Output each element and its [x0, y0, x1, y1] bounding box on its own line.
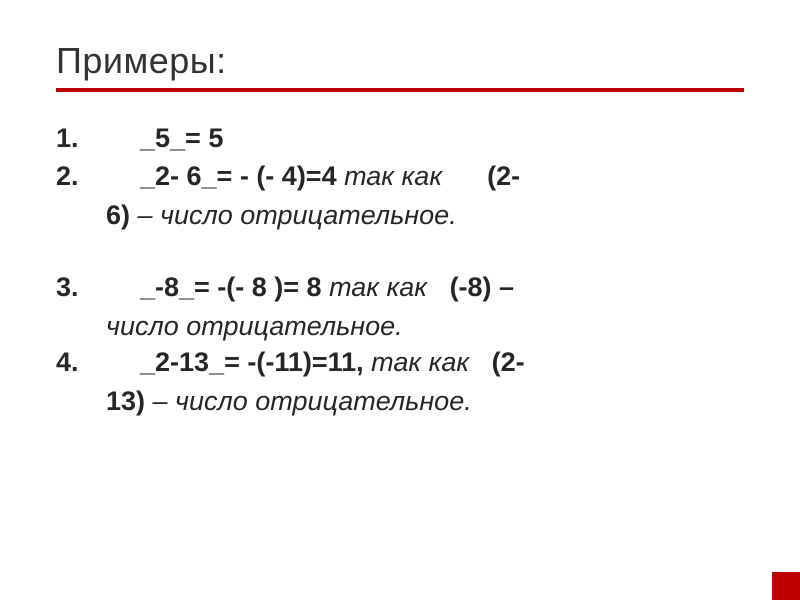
continuation-italic: – число отрицательное. — [130, 200, 457, 230]
item-number: 4. — [56, 344, 106, 380]
bold-expression: _2-13_= -(-11)=11, — [140, 347, 364, 377]
slide-title: Примеры: — [56, 40, 744, 82]
continuation-italic: – число отрицательное. — [145, 386, 472, 416]
item-body: _2-13_= -(-11)=11, так как (2- — [106, 344, 744, 380]
tail-bold: (-8) – — [450, 272, 515, 302]
list-item: 1. _5_= 5 — [56, 120, 744, 156]
tail-italic: так как — [364, 347, 492, 377]
spacer — [56, 233, 744, 269]
item-number: 1. — [56, 120, 106, 156]
item-continuation: 6) – число отрицательное. — [56, 197, 744, 233]
list-item: 2. _2- 6_= - (- 4)=4 так как (2- — [56, 158, 744, 194]
examples-list: 1. _5_= 5 2. _2- 6_= - (- 4)=4 так как (… — [56, 120, 744, 419]
continuation-bold: 13) — [106, 386, 145, 416]
title-block: Примеры: — [56, 40, 744, 92]
item-number: 2. — [56, 158, 106, 194]
tail-bold: (2- — [492, 347, 525, 377]
tail-italic: так как — [322, 272, 450, 302]
corner-square-icon — [772, 572, 800, 600]
tail-bold: (2- — [487, 161, 520, 191]
item-body: _5_= 5 — [106, 120, 744, 156]
title-underline — [56, 88, 744, 92]
list-item: 3. _-8_= -(- 8 )= 8 так как (-8) – — [56, 269, 744, 305]
bold-expression: _-8_= -(- 8 )= 8 — [140, 272, 322, 302]
continuation-bold: 6) — [106, 200, 130, 230]
item-number: 3. — [56, 269, 106, 305]
item-continuation: число отрицательное. — [56, 308, 744, 344]
item-continuation: 13) – число отрицательное. — [56, 383, 744, 419]
list-item: 4. _2-13_= -(-11)=11, так как (2- — [56, 344, 744, 380]
slide: Примеры: 1. _5_= 5 2. _2- 6_= - (- 4)=4 … — [0, 0, 800, 600]
bold-expression: _2- 6_= - (- 4)=4 — [140, 161, 337, 191]
continuation-italic: число отрицательное. — [106, 311, 403, 341]
tail-italic: так как — [337, 161, 487, 191]
item-body: _2- 6_= - (- 4)=4 так как (2- — [106, 158, 744, 194]
item-body: _-8_= -(- 8 )= 8 так как (-8) – — [106, 269, 744, 305]
bold-expression: _5_= 5 — [140, 123, 223, 153]
